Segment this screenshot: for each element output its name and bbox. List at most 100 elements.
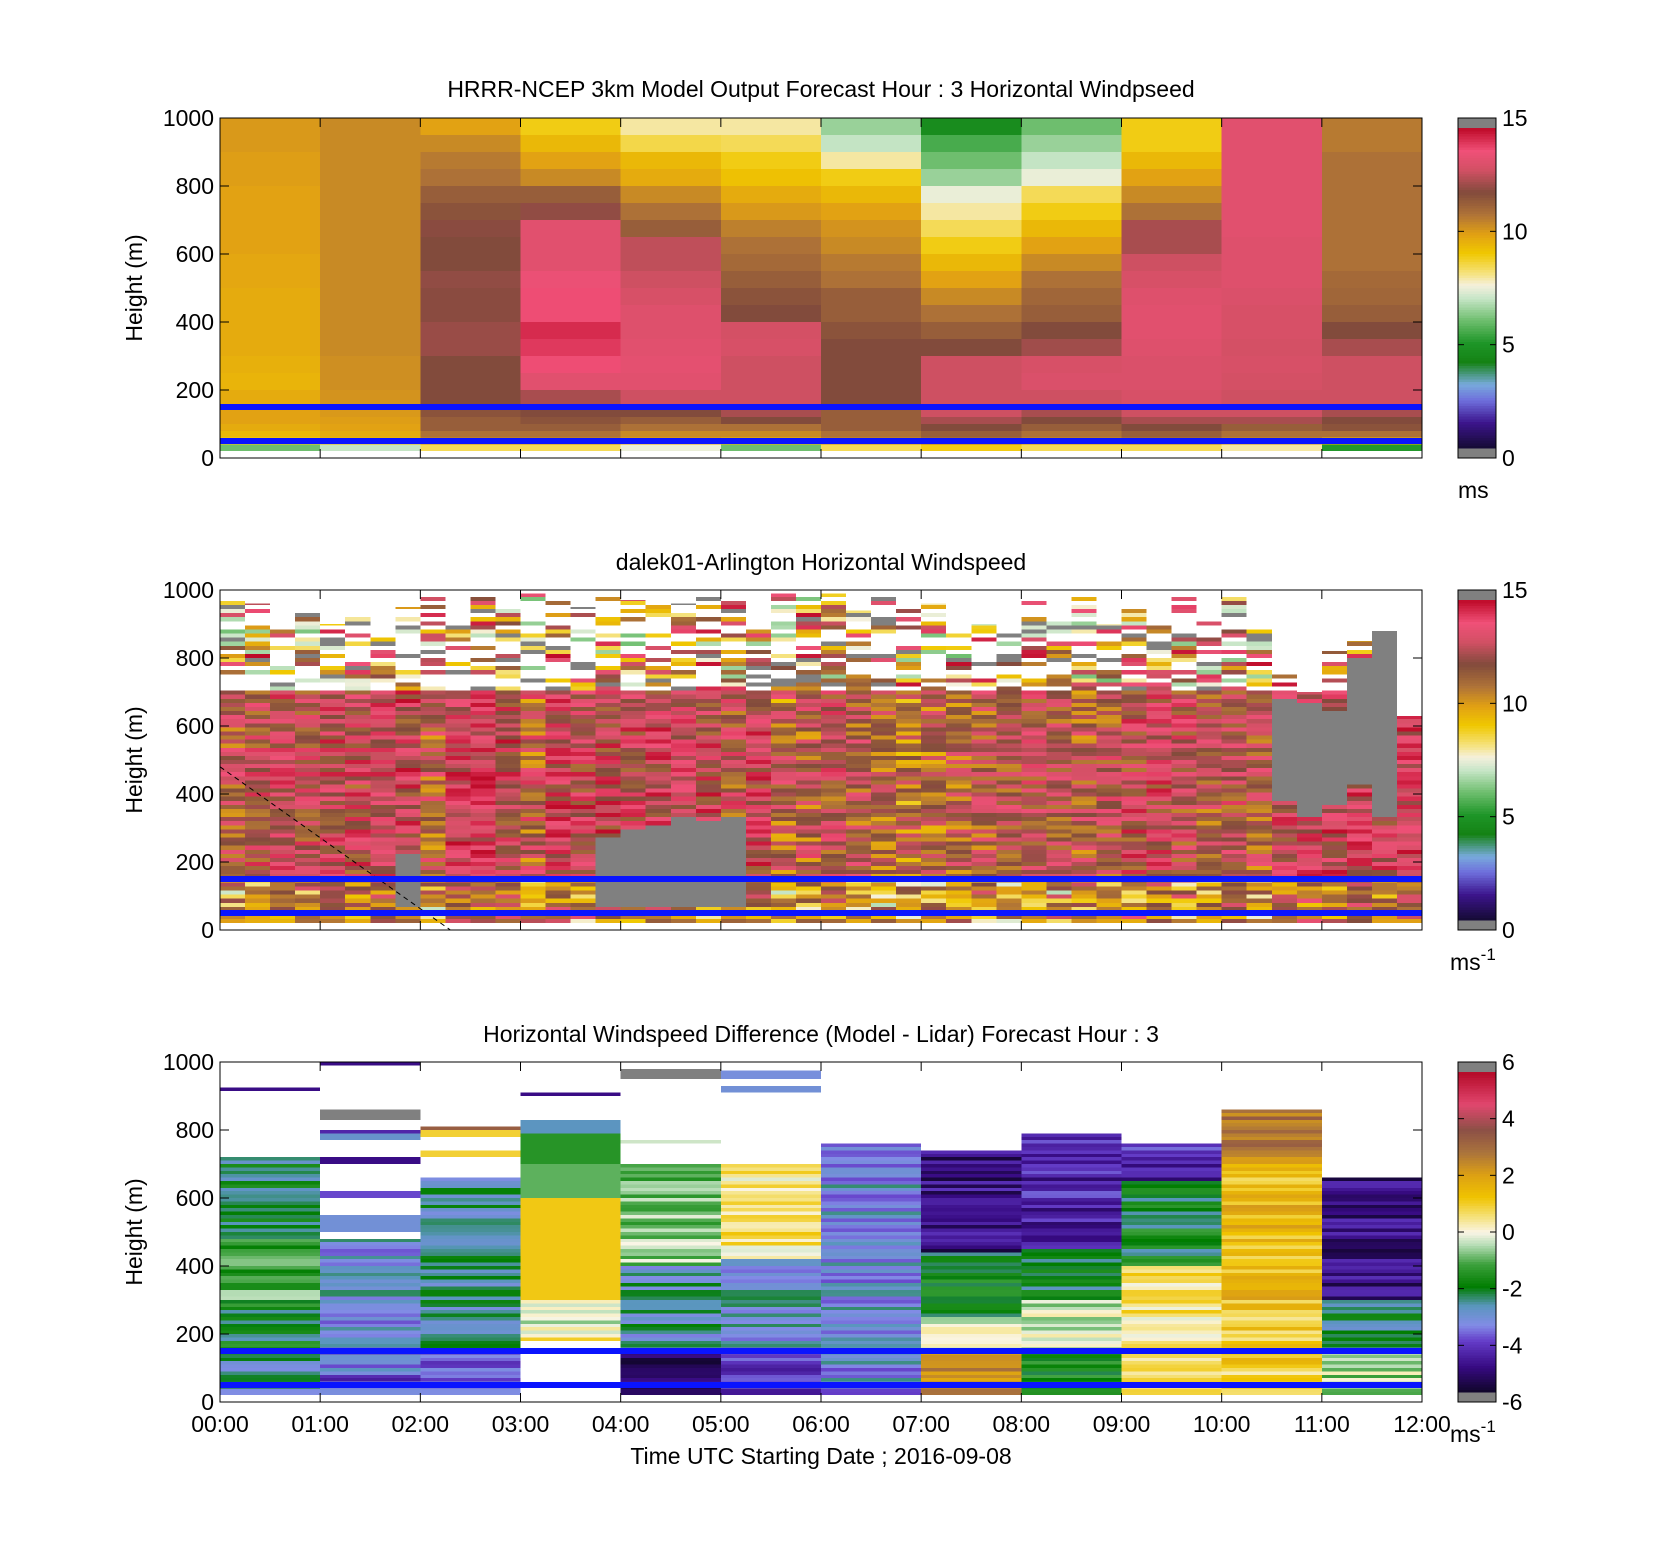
colorbar-segment [1458, 178, 1496, 182]
heatmap-cell [1121, 430, 1222, 438]
heatmap-cell [220, 1374, 321, 1379]
heatmap-cell [896, 694, 922, 699]
colorbar-segment [1458, 1160, 1496, 1164]
heatmap-cell [795, 898, 821, 903]
heatmap-cell [821, 711, 847, 716]
heatmap-cell [220, 1293, 321, 1297]
colorbar-segment [1458, 661, 1496, 665]
heatmap-cell [1121, 641, 1147, 646]
heatmap-cell [395, 808, 421, 814]
heatmap-cell [420, 686, 446, 691]
heatmap-cell [420, 1357, 521, 1362]
heatmap-cell [1271, 747, 1297, 752]
heatmap-cell [695, 653, 721, 658]
heatmap-cell [420, 1320, 521, 1324]
heatmap-cell [395, 711, 421, 716]
heatmap-cell [996, 764, 1022, 769]
colorbar-segment [1458, 293, 1496, 297]
heatmap-cell [971, 662, 997, 667]
heatmap-cell [821, 841, 847, 846]
heatmap-cell [1121, 682, 1147, 687]
heatmap-cell [420, 821, 446, 826]
heatmap-cell [270, 629, 296, 634]
colorbar-segment [1458, 1317, 1496, 1321]
heatmap-cell [270, 727, 296, 732]
colorbar-segment [1458, 757, 1496, 761]
heatmap-cell [1371, 760, 1397, 765]
heatmap-cell [620, 1249, 721, 1253]
heatmap-cell [1346, 662, 1372, 667]
heatmap-cell [896, 764, 922, 769]
heatmap-cell [795, 829, 821, 834]
heatmap-cell [270, 784, 296, 789]
heatmap-cell [1121, 1368, 1222, 1372]
heatmap-cell [1221, 1242, 1322, 1246]
heatmap-cell [1096, 674, 1122, 679]
heatmap-cell [1171, 715, 1197, 720]
heatmap-cell [1396, 768, 1422, 773]
heatmap-cell [1121, 894, 1147, 899]
heatmap-cell [1371, 702, 1397, 707]
heatmap-cell [1021, 649, 1047, 654]
heatmap-cell [1021, 1252, 1122, 1256]
heatmap-cell [720, 808, 746, 814]
heatmap-cell [620, 600, 646, 601]
heatmap-cell [1221, 322, 1322, 339]
heatmap-cell [821, 1306, 922, 1311]
heatmap-cell [495, 890, 521, 895]
heatmap-cell [821, 169, 922, 186]
colorbar-segment [1458, 717, 1496, 721]
heatmap-cell [1271, 682, 1297, 687]
heatmap-cell [821, 1153, 922, 1158]
colorbar-segment [1458, 728, 1496, 732]
heatmap-cell [821, 1344, 922, 1348]
heatmap-cell [620, 220, 721, 237]
heatmap-cell [921, 894, 947, 899]
colorbar-segment [1458, 1272, 1496, 1276]
heatmap-cell [520, 776, 546, 781]
heatmap-cell [1396, 776, 1422, 781]
heatmap-cell [1246, 637, 1272, 642]
heatmap-cell [996, 735, 1022, 740]
heatmap-cell [245, 609, 271, 614]
heatmap-cell [345, 800, 371, 805]
heatmap-cell [745, 857, 771, 862]
heatmap-cell [1346, 902, 1372, 907]
heatmap-cell [871, 596, 897, 601]
heatmap-cell [1196, 829, 1222, 834]
heatmap-cell [520, 424, 621, 431]
heatmap-cell [570, 690, 596, 695]
heatmap-cell [245, 698, 271, 703]
heatmap-cell [545, 686, 571, 691]
heatmap-cell [295, 625, 321, 630]
heatmap-cell [1246, 898, 1272, 903]
heatmap-cell [220, 882, 246, 887]
heatmap-cell [1396, 784, 1422, 789]
heatmap-cell [1396, 755, 1422, 760]
heatmap-cell [1121, 1147, 1222, 1151]
heatmap-cell [1096, 780, 1122, 785]
colorbar-segment [1458, 1186, 1496, 1190]
heatmap-cell [921, 135, 1022, 152]
heatmap-cell [846, 886, 872, 891]
heatmap-cell [1371, 735, 1397, 740]
heatmap-cell [1221, 339, 1322, 356]
heatmap-cell [720, 1242, 821, 1246]
heatmap-cell [295, 919, 321, 924]
heatmap-cell [921, 645, 947, 650]
heatmap-cell [695, 694, 721, 699]
heatmap-cell [1371, 727, 1397, 732]
heatmap-cell [1121, 853, 1147, 858]
heatmap-cell [420, 271, 521, 288]
heatmap-cell [821, 919, 847, 924]
heatmap-cell [720, 1368, 821, 1372]
heatmap-cell [320, 723, 346, 728]
heatmap-cell [1271, 776, 1297, 781]
heatmap-cell [720, 682, 746, 687]
heatmap-cell [1346, 894, 1372, 899]
heatmap-cell [1046, 649, 1072, 654]
heatmap-cell [320, 1259, 421, 1263]
heatmap-cell [545, 829, 571, 834]
heatmap-cell [620, 1300, 721, 1304]
colorbar-segment [1458, 688, 1496, 692]
